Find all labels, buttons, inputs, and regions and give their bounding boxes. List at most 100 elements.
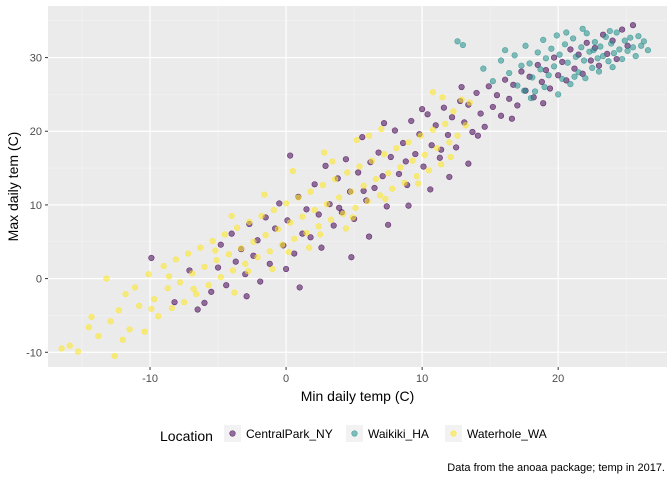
point-waikiki-ha: [571, 73, 578, 80]
point-waterhole-wa: [234, 224, 241, 231]
point-centralpark-ny: [214, 264, 222, 271]
chart-caption: Data from the anoaa package; temp in 201…: [447, 462, 665, 474]
y-tick-label: 0: [36, 274, 42, 286]
point-waikiki-ha: [606, 27, 613, 35]
point-waterhole-wa: [168, 304, 175, 312]
point-waikiki-ha: [522, 42, 529, 49]
point-waterhole-wa: [414, 180, 422, 187]
point-centralpark-ny: [474, 132, 481, 139]
point-centralpark-ny: [399, 139, 407, 147]
point-waterhole-wa: [122, 290, 129, 298]
point-waterhole-wa: [466, 99, 473, 106]
point-waikiki-ha: [575, 69, 582, 76]
x-tick-label: -10: [142, 373, 158, 385]
point-centralpark-ny: [217, 241, 224, 248]
point-waterhole-wa: [289, 167, 296, 175]
point-waterhole-wa: [389, 185, 396, 192]
point-waterhole-wa: [250, 238, 257, 245]
point-centralpark-ny: [427, 186, 434, 193]
point-waterhole-wa: [393, 145, 400, 152]
point-centralpark-ny: [583, 39, 590, 46]
point-waikiki-ha: [531, 88, 539, 95]
point-waterhole-wa: [287, 219, 294, 226]
point-waterhole-wa: [376, 192, 384, 199]
point-centralpark-ny: [465, 160, 472, 167]
point-waikiki-ha: [640, 38, 647, 45]
legend: Location CentralPark_NY Waikiki_HA Waterho…: [160, 425, 547, 444]
point-waterhole-wa: [213, 257, 220, 264]
point-waikiki-ha: [613, 29, 620, 36]
point-centralpark-ny: [148, 254, 155, 262]
point-centralpark-ny: [493, 92, 501, 99]
point-waikiki-ha: [527, 94, 535, 102]
point-waterhole-wa: [315, 223, 322, 230]
point-waikiki-ha: [579, 25, 586, 32]
point-centralpark-ny: [502, 76, 509, 83]
point-waterhole-wa: [244, 268, 252, 275]
point-waterhole-wa: [145, 271, 152, 278]
point-waterhole-wa: [228, 212, 235, 220]
minor-gridlines: [48, 6, 667, 367]
point-waterhole-wa: [442, 120, 449, 127]
point-waterhole-wa: [185, 250, 192, 257]
point-waikiki-ha: [572, 53, 579, 60]
point-waterhole-wa: [385, 170, 392, 177]
point-waterhole-wa: [311, 206, 318, 214]
point-waterhole-wa: [115, 307, 122, 314]
point-waterhole-wa: [329, 158, 336, 165]
point-waikiki-ha: [638, 42, 645, 49]
point-waterhole-wa: [229, 267, 237, 274]
point-waterhole-wa: [291, 235, 298, 242]
point-waterhole-wa: [397, 164, 404, 171]
point-waikiki-ha: [590, 47, 597, 54]
point-centralpark-ny: [542, 66, 550, 74]
point-waikiki-ha: [541, 83, 548, 91]
point-waterhole-wa: [269, 265, 276, 273]
point-waterhole-wa: [266, 248, 273, 255]
point-waterhole-wa: [205, 282, 212, 289]
point-centralpark-ny: [276, 200, 283, 207]
point-waikiki-ha: [589, 64, 596, 71]
point-centralpark-ny: [458, 83, 465, 91]
point-waterhole-wa: [409, 157, 416, 164]
point-waterhole-wa: [372, 176, 379, 183]
legend-swatch-centralpark-ny: [229, 430, 236, 437]
point-waterhole-wa: [225, 251, 233, 258]
point-centralpark-ny: [322, 162, 329, 169]
point-waterhole-wa: [405, 139, 412, 146]
point-waterhole-wa: [88, 313, 95, 321]
point-waterhole-wa: [103, 275, 110, 282]
point-centralpark-ny: [365, 233, 373, 240]
legend-items: CentralPark_NY Waikiki_HA Waterhole_WA: [224, 425, 547, 442]
point-centralpark-ny: [282, 265, 290, 273]
point-centralpark-ny: [228, 230, 235, 237]
point-centralpark-ny: [307, 234, 314, 241]
point-waterhole-wa: [462, 122, 469, 129]
point-waikiki-ha: [540, 36, 547, 43]
point-waterhole-wa: [95, 332, 102, 340]
point-waterhole-wa: [58, 345, 65, 352]
point-waterhole-wa: [148, 305, 155, 312]
point-waikiki-ha: [537, 66, 544, 73]
point-waterhole-wa: [176, 279, 184, 286]
point-waikiki-ha: [518, 62, 525, 69]
point-waterhole-wa: [425, 167, 433, 174]
point-centralpark-ny: [208, 288, 215, 295]
point-waterhole-wa: [450, 108, 457, 115]
point-waterhole-wa: [189, 270, 196, 277]
point-waterhole-wa: [160, 262, 167, 270]
plot-panel: [48, 6, 667, 367]
point-waterhole-wa: [306, 244, 313, 251]
point-waikiki-ha: [595, 68, 603, 75]
point-centralpark-ny: [550, 54, 558, 61]
point-centralpark-ny: [232, 258, 239, 265]
legend-swatch-waterhole-wa: [450, 430, 457, 437]
point-waterhole-wa: [331, 176, 339, 183]
point-centralpark-ny: [432, 122, 439, 129]
point-waikiki-ha: [605, 58, 612, 65]
point-centralpark-ny: [514, 102, 521, 109]
point-waterhole-wa: [447, 153, 454, 161]
point-waterhole-wa: [107, 318, 114, 325]
point-centralpark-ny: [194, 306, 201, 313]
point-centralpark-ny: [489, 103, 496, 111]
